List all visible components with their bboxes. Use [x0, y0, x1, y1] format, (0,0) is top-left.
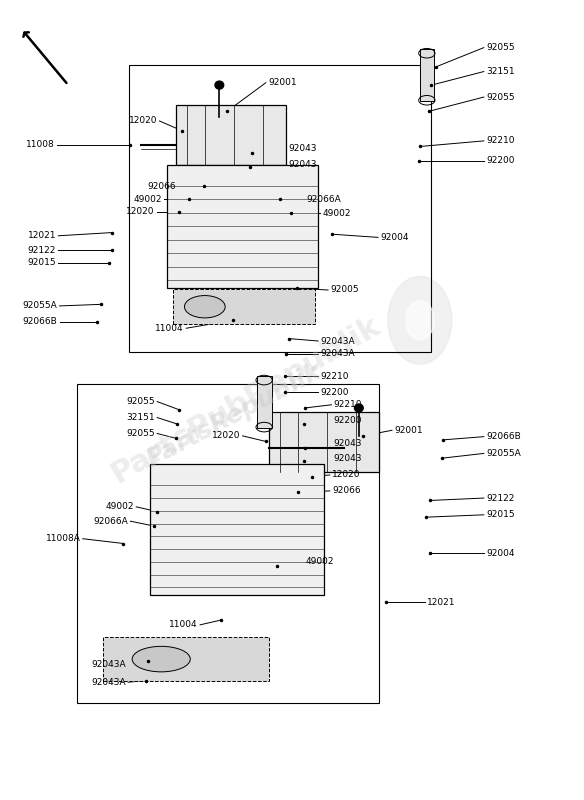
Text: 92066A: 92066A [306, 194, 340, 204]
Text: 92055: 92055 [126, 397, 155, 406]
Text: 92043A: 92043A [321, 337, 355, 346]
Ellipse shape [185, 295, 225, 318]
Text: 12020: 12020 [332, 470, 360, 479]
Text: 92210: 92210 [486, 137, 515, 146]
Ellipse shape [215, 81, 224, 89]
Text: 92043: 92043 [288, 143, 317, 153]
Bar [150, 464, 324, 595]
Text: 32151: 32151 [126, 413, 155, 422]
Text: 12020: 12020 [128, 117, 157, 126]
Text: 92122: 92122 [27, 246, 56, 254]
Text: 49002: 49002 [105, 502, 134, 511]
Text: 92015: 92015 [27, 258, 56, 267]
Text: 92200: 92200 [334, 416, 362, 426]
Text: 92055: 92055 [486, 93, 515, 102]
Text: 49002: 49002 [322, 209, 351, 218]
Bar [77, 384, 379, 703]
Text: 92210: 92210 [334, 400, 362, 410]
Text: 11004: 11004 [169, 620, 198, 630]
Text: 92015: 92015 [486, 510, 515, 519]
Text: 11008A: 11008A [46, 534, 81, 543]
Circle shape [388, 277, 452, 364]
Text: 92066: 92066 [332, 486, 361, 495]
Ellipse shape [132, 646, 190, 672]
Text: 92043: 92043 [288, 159, 317, 169]
Text: 92200: 92200 [486, 156, 515, 166]
Text: 49002: 49002 [133, 194, 162, 204]
Text: 92043: 92043 [334, 438, 362, 447]
Bar [173, 289, 315, 324]
Text: 12020: 12020 [126, 207, 155, 216]
Bar [269, 412, 379, 472]
Text: 11008: 11008 [26, 140, 54, 150]
Text: 92122: 92122 [486, 494, 515, 502]
Text: 12021: 12021 [427, 598, 456, 607]
Bar [176, 105, 286, 165]
Text: 92004: 92004 [380, 233, 409, 242]
Text: 92043A: 92043A [91, 678, 126, 686]
Bar [167, 165, 318, 288]
Bar [103, 637, 269, 681]
Text: 12020: 12020 [212, 431, 240, 440]
Text: PartsRepublik: PartsRepublik [142, 359, 326, 472]
Text: 92200: 92200 [321, 387, 349, 397]
Text: 92055A: 92055A [486, 449, 521, 458]
Bar [129, 65, 432, 352]
Text: 32151: 32151 [486, 67, 515, 76]
Text: 92043A: 92043A [91, 660, 126, 669]
Text: 49002: 49002 [306, 557, 335, 566]
Text: 11004: 11004 [155, 324, 184, 333]
Text: 92043A: 92043A [321, 350, 355, 358]
Text: 92001: 92001 [268, 78, 297, 87]
Text: 92004: 92004 [486, 549, 515, 558]
Ellipse shape [354, 404, 363, 412]
Text: 92066B: 92066B [486, 432, 521, 441]
Text: PartsPubRepublik: PartsPubRepublik [106, 311, 385, 489]
Text: 92066A: 92066A [93, 517, 128, 526]
Bar [420, 50, 434, 101]
Text: 92210: 92210 [321, 371, 349, 381]
Text: 92043: 92043 [334, 454, 362, 463]
Text: 92001: 92001 [394, 426, 423, 434]
Text: 92055: 92055 [486, 43, 515, 52]
Text: 92005: 92005 [331, 286, 359, 294]
Text: 92066B: 92066B [22, 318, 57, 326]
Text: 92055: 92055 [126, 429, 155, 438]
Text: 92055A: 92055A [22, 302, 57, 310]
Text: 12021: 12021 [27, 231, 56, 240]
Text: 92066: 92066 [148, 182, 176, 191]
Bar [257, 376, 272, 428]
Circle shape [405, 301, 434, 340]
